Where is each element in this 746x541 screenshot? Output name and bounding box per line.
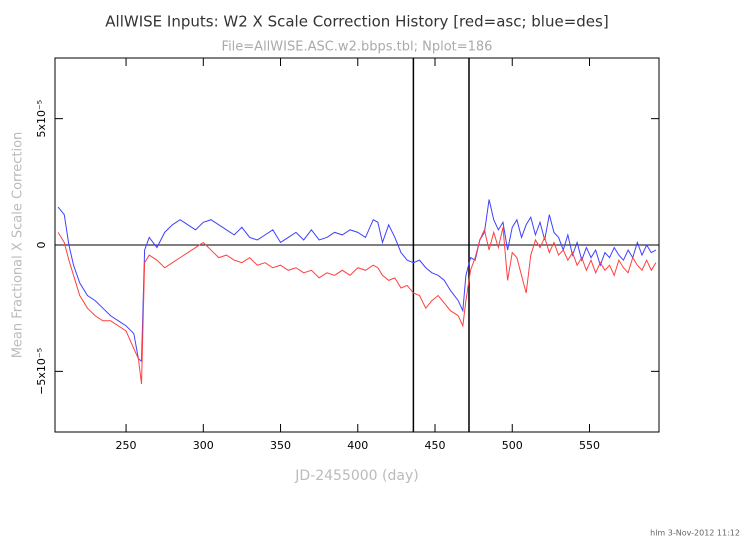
y-tick-label: 0: [35, 242, 48, 249]
y-axis-label: Mean Fractional X Scale Correction: [11, 132, 26, 359]
x-axis-label: JD-2455000 (day): [294, 468, 418, 484]
x-tick-label: 450: [425, 439, 446, 452]
chart-title: AllWISE Inputs: W2 X Scale Correction Hi…: [105, 13, 608, 31]
x-tick-label: 400: [347, 439, 368, 452]
x-tick-label: 550: [579, 439, 600, 452]
x-tick-label: 500: [502, 439, 523, 452]
x-tick-label: 350: [270, 439, 291, 452]
data-line: [57, 227, 657, 385]
x-tick-label: 250: [116, 439, 137, 452]
data-line: [57, 199, 657, 363]
footer: hlm 3-Nov-2012 11:12: [650, 529, 740, 538]
x-tick-label: 300: [193, 439, 214, 452]
chart-subtitle: File=AllWISE.ASC.w2.bbps.tbl; Nplot=186: [222, 40, 493, 55]
y-tick-label: 5x10⁻⁵: [35, 100, 48, 138]
y-tick-label: −5x10⁻⁵: [35, 348, 48, 395]
